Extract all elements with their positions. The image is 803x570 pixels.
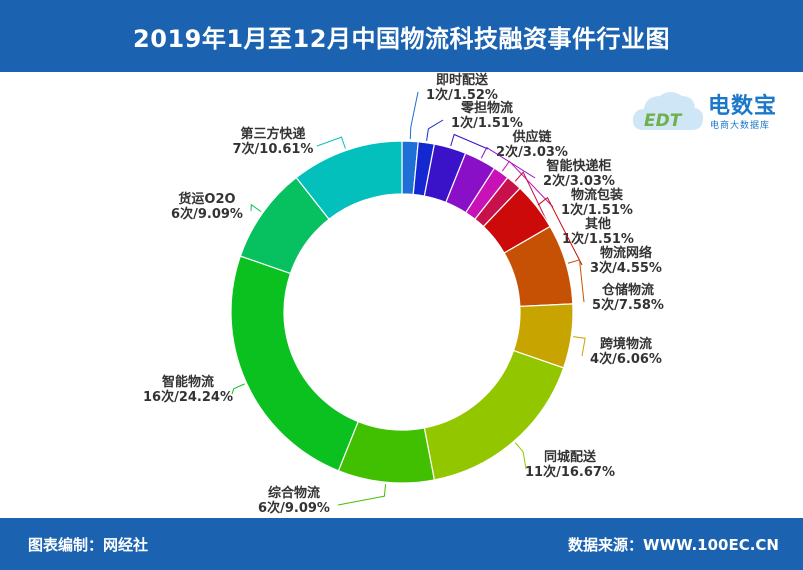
leader-line-11: [337, 484, 387, 506]
leader-line-10: [514, 442, 527, 470]
slice-category-label-3: 供应链: [511, 129, 552, 145]
slice-value-label-11: 6次/9.09%: [258, 500, 330, 516]
donut-slice-14: [295, 140, 403, 221]
slice-value-label-6: 1次/1.51%: [562, 231, 634, 247]
slice-value-label-1: 1次/1.52%: [426, 87, 498, 103]
footer-source: 数据来源：WWW.100EC.CN: [568, 536, 779, 554]
slice-value-label-10: 11次/16.67%: [525, 464, 615, 480]
slice-category-label-1: 即时配送: [436, 72, 489, 88]
slice-value-label-2: 1次/1.51%: [451, 115, 523, 131]
slice-category-label-11: 综合物流: [268, 485, 320, 501]
slice-category-label-6: 其他: [585, 216, 611, 232]
leader-line-3: [450, 133, 489, 150]
donut-slice-12: [230, 255, 359, 472]
leader-line-12: [231, 383, 245, 395]
slice-category-label-13: 货运O2O: [178, 191, 235, 207]
logo-mark-text: EDT: [644, 111, 683, 131]
footer-bar: 图表编制：网经社 数据来源：WWW.100EC.CN: [0, 518, 803, 570]
slice-value-label-8: 5次/7.58%: [592, 297, 664, 313]
slice-value-label-4: 2次/3.03%: [543, 173, 615, 189]
slice-value-label-13: 6次/9.09%: [171, 206, 243, 222]
slice-category-label-4: 智能快递柜: [546, 158, 611, 174]
slice-category-label-7: 物流网络: [600, 245, 652, 261]
slice-value-label-14: 7次/10.61%: [233, 141, 314, 157]
logo-subtitle: 电商大数据库: [710, 121, 771, 131]
slice-value-label-5: 1次/1.51%: [561, 202, 633, 218]
leader-line-14: [316, 136, 346, 149]
slice-value-label-3: 2次/3.03%: [496, 144, 568, 160]
logo-name: 电数宝: [708, 94, 778, 119]
cloud-logo-icon: EDT: [632, 92, 704, 131]
brand-logo: EDT 电数宝 电商大数据库: [630, 84, 792, 140]
slice-category-label-8: 仓储物流: [601, 282, 654, 298]
leader-line-13: [250, 203, 262, 213]
slice-category-label-12: 智能物流: [162, 374, 214, 390]
leader-line-7: [537, 196, 583, 266]
leader-line-4: [480, 146, 536, 179]
leader-line-8: [567, 259, 585, 303]
slice-value-label-12: 16次/24.24%: [143, 389, 233, 405]
slice-category-label-5: 物流包装: [571, 187, 623, 203]
chart-title: 2019年1月至12月中国物流科技融资事件行业图: [0, 0, 803, 72]
leader-line-1: [409, 91, 419, 140]
slice-category-label-2: 零担物流: [460, 100, 513, 116]
leader-line-6: [514, 171, 555, 237]
slice-category-label-14: 第三方快递: [240, 126, 305, 142]
footer-credit: 图表编制：网经社: [28, 536, 149, 554]
slice-category-label-9: 跨境物流: [600, 336, 652, 352]
leader-line-9: [573, 336, 586, 357]
leader-line-2: [426, 119, 444, 141]
slice-value-label-7: 3次/4.55%: [590, 260, 662, 276]
slice-value-label-9: 4次/6.06%: [590, 351, 662, 367]
leader-line-5: [501, 160, 554, 208]
slice-category-label-10: 同城配送: [544, 449, 597, 465]
donut-slice-10: [423, 349, 565, 481]
